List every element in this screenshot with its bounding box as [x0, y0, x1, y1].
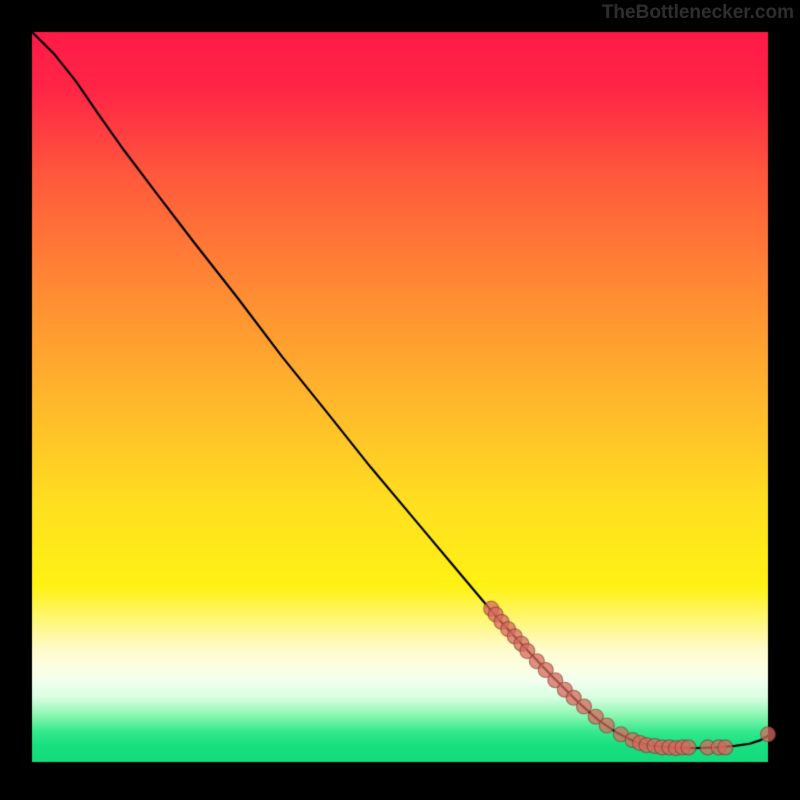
chart-canvas [0, 0, 800, 800]
watermark-text: TheBottlenecker.com [602, 2, 794, 24]
chart-stage: TheBottlenecker.com [0, 0, 800, 800]
